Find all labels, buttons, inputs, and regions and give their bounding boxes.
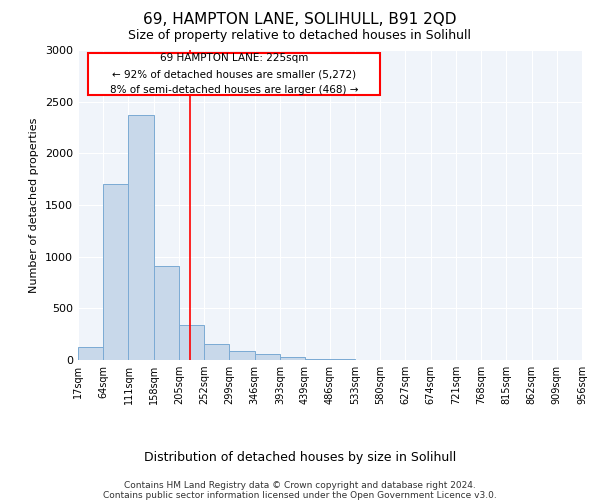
Bar (305, 359, 330, 360)
Bar (204, 344, 229, 360)
Bar (179, 325, 204, 360)
Bar (280, 357, 305, 360)
Bar (103, 184, 128, 360)
Bar (78, 346, 103, 360)
Text: 69 HAMPTON LANE: 225sqm
← 92% of detached houses are smaller (5,272)
8% of semi-: 69 HAMPTON LANE: 225sqm ← 92% of detache… (110, 54, 358, 94)
Bar (229, 350, 254, 360)
Text: Distribution of detached houses by size in Solihull: Distribution of detached houses by size … (144, 451, 456, 464)
Text: Contains HM Land Registry data © Crown copyright and database right 2024.: Contains HM Land Registry data © Crown c… (124, 480, 476, 490)
Text: Size of property relative to detached houses in Solihull: Size of property relative to detached ho… (128, 29, 472, 42)
Bar (154, 266, 179, 360)
Text: 69, HAMPTON LANE, SOLIHULL, B91 2QD: 69, HAMPTON LANE, SOLIHULL, B91 2QD (143, 12, 457, 28)
FancyBboxPatch shape (88, 53, 380, 95)
Text: Contains public sector information licensed under the Open Government Licence v3: Contains public sector information licen… (103, 490, 497, 500)
Bar (254, 354, 280, 360)
Y-axis label: Number of detached properties: Number of detached properties (29, 118, 40, 292)
Bar (128, 115, 154, 360)
